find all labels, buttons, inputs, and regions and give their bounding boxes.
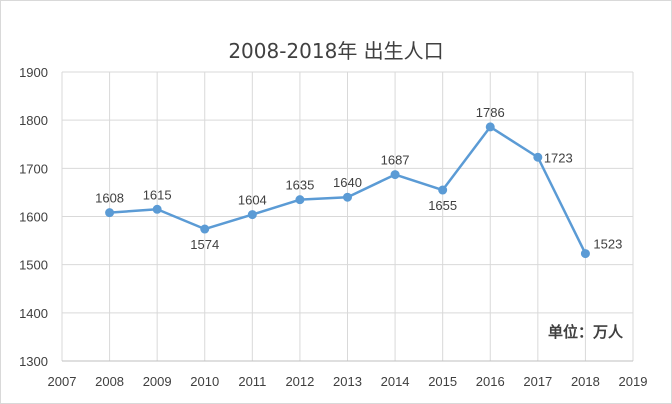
chart-title: 2008-2018年 出生人口 <box>228 39 444 63</box>
data-point <box>390 170 400 180</box>
data-point <box>485 122 495 132</box>
y-tick-label: 1400 <box>19 306 48 321</box>
x-tick-label: 2008 <box>95 374 124 389</box>
data-label: 1786 <box>476 105 505 120</box>
x-tick-label: 2016 <box>476 374 505 389</box>
data-point <box>343 192 352 202</box>
y-tick-label: 1500 <box>19 258 48 273</box>
x-tick-label: 2010 <box>190 374 219 389</box>
data-label: 1655 <box>428 198 457 213</box>
x-tick-label: 2014 <box>381 374 410 389</box>
data-point <box>105 208 115 218</box>
x-tick-label: 2012 <box>285 374 314 389</box>
data-label: 1640 <box>333 175 362 190</box>
data-label: 1608 <box>95 191 124 206</box>
data-point <box>200 224 210 234</box>
x-tick-label: 2018 <box>571 374 600 389</box>
y-tick-label: 1700 <box>19 161 48 176</box>
x-tick-label: 2015 <box>428 374 457 389</box>
data-label: 1615 <box>143 187 172 202</box>
data-point <box>580 249 590 259</box>
y-tick-label: 1600 <box>19 210 48 225</box>
data-label: 1574 <box>190 237 219 252</box>
data-point <box>295 195 305 205</box>
x-tick-label: 2007 <box>48 374 77 389</box>
y-tick-label: 1900 <box>19 65 48 80</box>
data-point <box>533 152 543 162</box>
data-label: 1604 <box>238 193 267 208</box>
y-tick-label: 1800 <box>19 113 48 128</box>
data-label: 1723 <box>544 150 573 165</box>
y-tick-label: 1300 <box>19 354 48 369</box>
unit-note: 单位：万人 <box>547 323 623 341</box>
x-tick-label: 2017 <box>523 374 552 389</box>
data-label: 1523 <box>593 237 622 252</box>
x-tick-label: 2019 <box>619 374 648 389</box>
data-point <box>152 204 162 214</box>
x-tick-label: 2013 <box>333 374 362 389</box>
x-tick-label: 2009 <box>143 374 172 389</box>
data-label: 1635 <box>285 178 314 193</box>
x-tick-label: 2011 <box>238 374 266 389</box>
data-point <box>247 210 257 220</box>
data-label: 1687 <box>381 153 410 168</box>
data-point <box>438 185 448 195</box>
